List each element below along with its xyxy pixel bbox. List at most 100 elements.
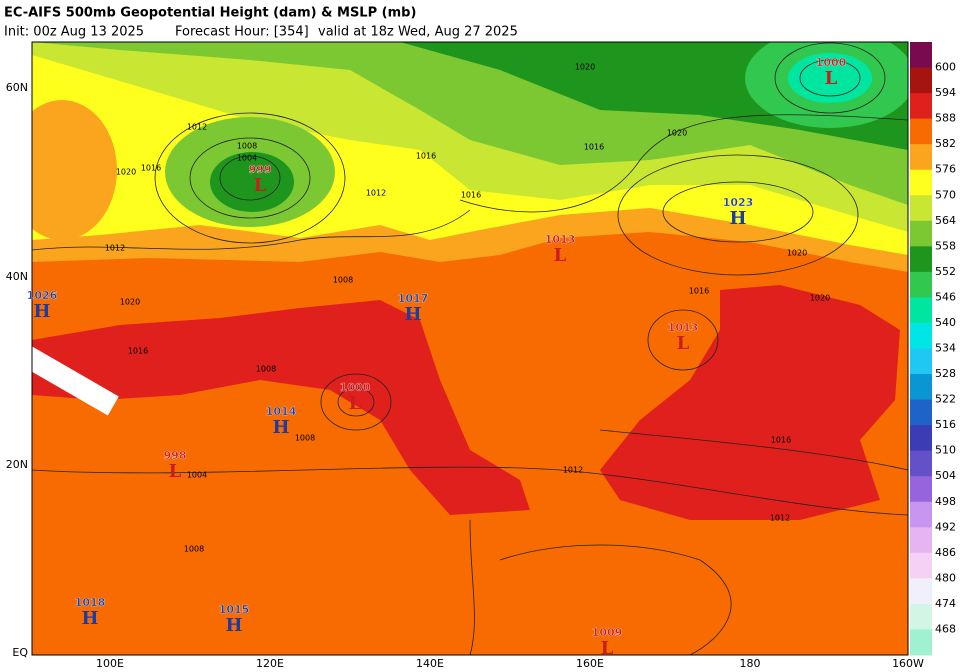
colorbar-swatch <box>910 425 932 452</box>
title: EC-AIFS 500mb Geopotential Height (dam) … <box>4 6 416 21</box>
colorbar-label: 546 <box>935 290 956 303</box>
colorbar-label: 522 <box>935 393 956 406</box>
colorbar-label: 576 <box>935 163 956 176</box>
colorbar-label: 594 <box>935 86 956 99</box>
center-symbol: H <box>272 417 289 438</box>
lon-label: 120E <box>256 657 284 670</box>
contour-label: 1008 <box>333 276 353 285</box>
colorbar-label: 498 <box>935 495 956 508</box>
colorbar-swatch <box>910 374 932 401</box>
center-value: 1000 <box>816 56 847 69</box>
colorbar-swatch <box>910 629 932 656</box>
contour-label: 1020 <box>787 249 807 258</box>
center-value: 1013 <box>668 321 699 334</box>
contour-label: 1012 <box>187 123 207 132</box>
map <box>32 42 908 655</box>
forecast-hour: Forecast Hour: [354] <box>175 25 309 40</box>
valid-time: valid at 18z Wed, Aug 27 2025 <box>318 25 518 40</box>
colorbar-swatch <box>910 42 932 69</box>
colorbar-label: 534 <box>935 342 956 355</box>
contour-label: 1020 <box>120 298 140 307</box>
contour-label: 1016 <box>584 143 604 152</box>
lat-label: EQ <box>12 646 28 659</box>
lat-label: 60N <box>6 81 28 94</box>
center-symbol: L <box>169 461 182 482</box>
center-value: 999 <box>249 163 272 176</box>
colorbar-swatch <box>910 552 932 579</box>
colorbar-label: 540 <box>935 316 956 329</box>
center-symbol: H <box>729 208 746 229</box>
lat-label: 20N <box>6 458 28 471</box>
center-value: 1018 <box>75 596 106 609</box>
lon-label: 160W <box>892 657 924 670</box>
colorbar-label: 480 <box>935 571 956 584</box>
isobars <box>32 42 908 655</box>
contour-label: 1016 <box>416 152 436 161</box>
missing-data <box>32 346 119 416</box>
colorbar-label: 528 <box>935 367 956 380</box>
contour-label: 1004 <box>187 471 207 480</box>
colorbar-label: 558 <box>935 239 956 252</box>
colorbar-swatch <box>910 348 932 375</box>
colorbar-label: 582 <box>935 137 956 150</box>
contour-label: 1016 <box>141 164 161 173</box>
center-value: 1017 <box>398 292 429 305</box>
init: Init: 00z Aug 13 2025 <box>4 25 144 40</box>
contour-label: 1012 <box>366 189 386 198</box>
contour-label: 1020 <box>575 63 595 72</box>
center-symbol: H <box>225 615 242 636</box>
contour-label: 1008 <box>256 365 276 374</box>
lon-label: 160E <box>576 657 604 670</box>
colorbar-swatch <box>910 169 932 196</box>
contour-label: 1008 <box>184 545 204 554</box>
contour-label: 1020 <box>667 129 687 138</box>
center-value: 1013 <box>545 233 576 246</box>
contour-label: 1020 <box>116 168 136 177</box>
lon-label: 180 <box>740 657 761 670</box>
colorbar-swatch <box>910 476 932 503</box>
colorbar-swatch <box>910 93 932 120</box>
band-588 <box>32 300 530 515</box>
contour-label: 1012 <box>770 514 790 523</box>
center-symbol: H <box>33 301 50 322</box>
center-symbol: H <box>81 608 98 629</box>
colorbar-label: 516 <box>935 418 956 431</box>
colorbar-swatch <box>910 271 932 298</box>
contour-label: 1004 <box>237 154 257 163</box>
colorbar-swatch <box>910 144 932 171</box>
center-value: 1015 <box>219 603 250 616</box>
colorbar-swatch <box>910 195 932 222</box>
contour-label: 1008 <box>295 434 315 443</box>
colorbar-swatch <box>910 246 932 273</box>
center-symbol: L <box>677 333 690 354</box>
colorbar-label: 552 <box>935 265 956 278</box>
band-576 <box>32 100 117 240</box>
colorbar-label: 468 <box>935 622 956 635</box>
center-symbol: L <box>825 68 838 89</box>
band-588 <box>600 285 900 520</box>
colorbar-swatch <box>910 578 932 605</box>
center-symbol: L <box>554 245 567 266</box>
colorbar-label: 492 <box>935 520 956 533</box>
colorbar-label: 600 <box>935 61 956 74</box>
colorbar-swatch <box>910 501 932 528</box>
center-symbol: L <box>349 393 362 414</box>
colorbar-label: 564 <box>935 214 956 227</box>
colorbar-label: 474 <box>935 597 956 610</box>
center-symbol: L <box>254 175 267 196</box>
center-value: 1009 <box>592 626 623 639</box>
contour-label: 1020 <box>810 294 830 303</box>
center-value: 998 <box>164 449 187 462</box>
map-frame <box>31 41 909 656</box>
center-value: 1014 <box>266 405 297 418</box>
lon-label: 140E <box>416 657 444 670</box>
colorbar-swatch <box>910 322 932 349</box>
contour-label: 1012 <box>563 466 583 475</box>
lon-label: 100E <box>96 657 124 670</box>
center-value: 1000 <box>340 381 371 394</box>
contour-label: 1016 <box>689 287 709 296</box>
colorbar-swatch <box>910 297 932 324</box>
contour-label: 1012 <box>105 244 125 253</box>
contour-label: 1016 <box>128 347 148 356</box>
colorbar-label: 486 <box>935 546 956 559</box>
